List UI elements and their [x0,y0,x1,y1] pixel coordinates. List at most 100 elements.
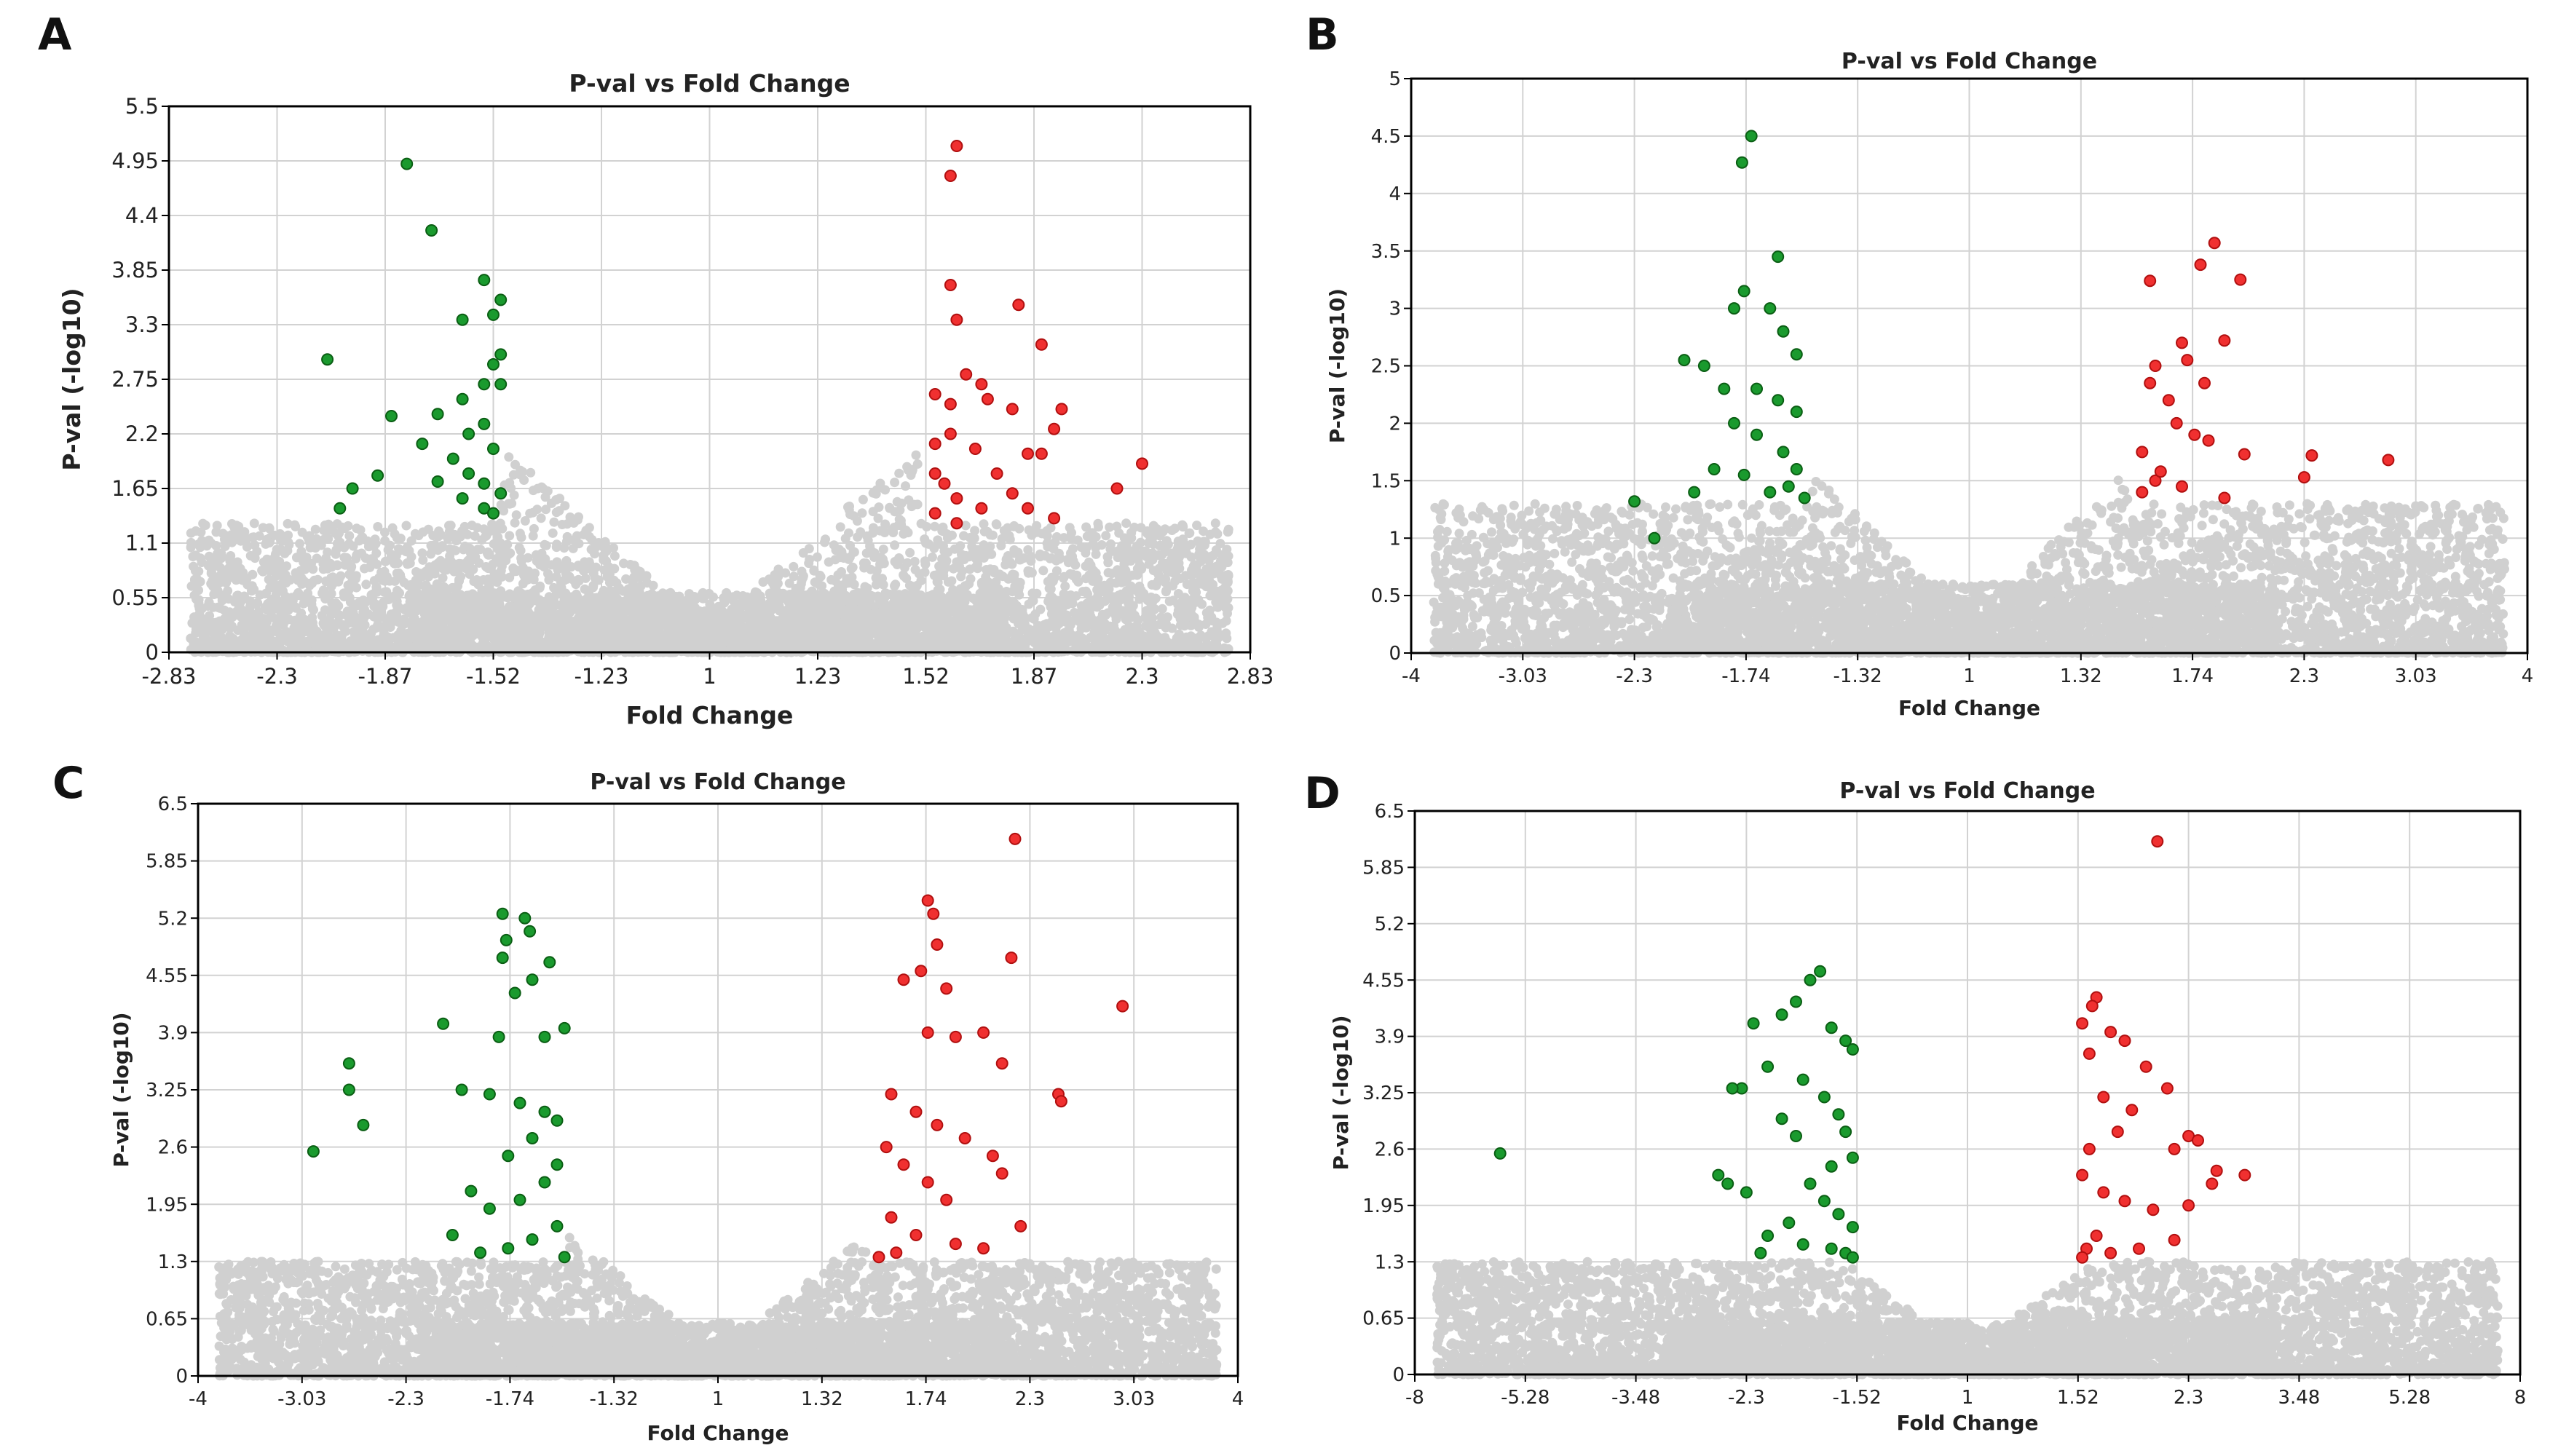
ns-point [1155,620,1165,630]
ns-point [781,568,791,578]
ns-point [241,620,251,630]
ns-point [402,558,412,568]
ns-point [599,555,609,565]
ns-point [380,556,390,566]
ns-point [1223,570,1233,579]
ns-point [621,574,631,584]
ns-point [874,502,884,513]
ns-point [390,558,400,569]
ns-point [305,622,315,633]
ns-point [871,579,881,590]
ns-point [443,534,453,544]
ns-point [1167,526,1177,535]
ns-point [1032,521,1042,531]
ns-point [880,528,890,537]
ns-point [1173,541,1183,551]
ns-point [1062,617,1073,627]
ns-point [824,557,834,567]
ns-point [366,632,376,642]
ns-point [511,510,521,520]
ns-point [1136,523,1146,533]
ns-point [947,576,957,586]
ns-point [1210,518,1220,529]
ns-point [548,528,558,538]
ns-point [236,595,246,605]
ns-point [237,575,248,585]
ns-point [642,578,652,588]
ns-point [1199,540,1209,550]
ns-point [269,530,280,540]
ns-point [1067,598,1078,609]
ns-point [234,602,244,612]
ns-point [1119,610,1129,620]
ns-point [604,561,614,571]
ns-point [1185,528,1195,538]
ns-point [923,539,933,549]
ns-point [540,492,550,502]
ns-point [275,556,285,566]
ns-point [492,521,502,531]
ns-point [1024,525,1034,535]
ns-point [1193,622,1204,632]
ns-point [418,527,428,537]
ns-point [466,548,475,558]
ns-point [254,531,264,541]
ns-point [321,577,331,587]
ns-point [218,529,228,539]
ns-point [623,584,633,594]
ns-point [1126,528,1137,538]
ns-point [1142,529,1153,539]
ns-point [372,587,382,597]
ns-point [204,560,214,570]
ns-point [344,539,355,549]
ns-point [634,573,644,583]
ns-point [307,604,317,614]
ns-point [655,622,665,632]
ns-point [1050,537,1060,547]
ns-point [959,531,968,541]
ns-point [1212,529,1223,539]
ns-point [1132,620,1142,630]
ns-point [257,622,267,632]
ns-point [218,623,228,633]
ns-point [264,523,275,534]
ns-point [205,636,216,646]
ns-point [278,586,288,596]
ns-point [1059,533,1069,543]
ns-point [225,630,234,641]
ns-point [1217,618,1228,628]
ns-point [843,502,853,512]
ns-point [313,539,323,549]
ns-point [987,549,997,559]
ns-point [1173,589,1183,598]
ns-point [505,548,516,558]
ns-point [381,614,391,624]
ns-point [401,521,411,531]
ns-point [1080,602,1090,612]
ns-point [1204,555,1214,566]
ns-point [572,531,582,541]
ns-point [1192,521,1202,531]
ns-point [378,598,388,608]
ns-point [299,592,309,602]
ns-point [372,608,382,618]
ns-point [1108,592,1118,602]
ns-point [1152,643,1162,653]
ns-point [370,534,380,545]
ns-point [942,555,952,566]
ns-point [1161,536,1172,546]
ns-point [985,530,995,540]
ns-point [797,566,807,577]
ns-point [1177,534,1188,545]
ns-point [1024,599,1034,609]
ns-point [470,531,480,541]
ns-point [335,634,345,644]
ns-point [1142,606,1152,616]
ns-point [569,515,580,526]
ns-point [1116,551,1126,561]
ns-point [1039,625,1049,636]
ns-point [1223,526,1233,537]
ns-point [1205,605,1215,615]
ns-point [1093,518,1103,529]
ns-point [270,604,280,614]
